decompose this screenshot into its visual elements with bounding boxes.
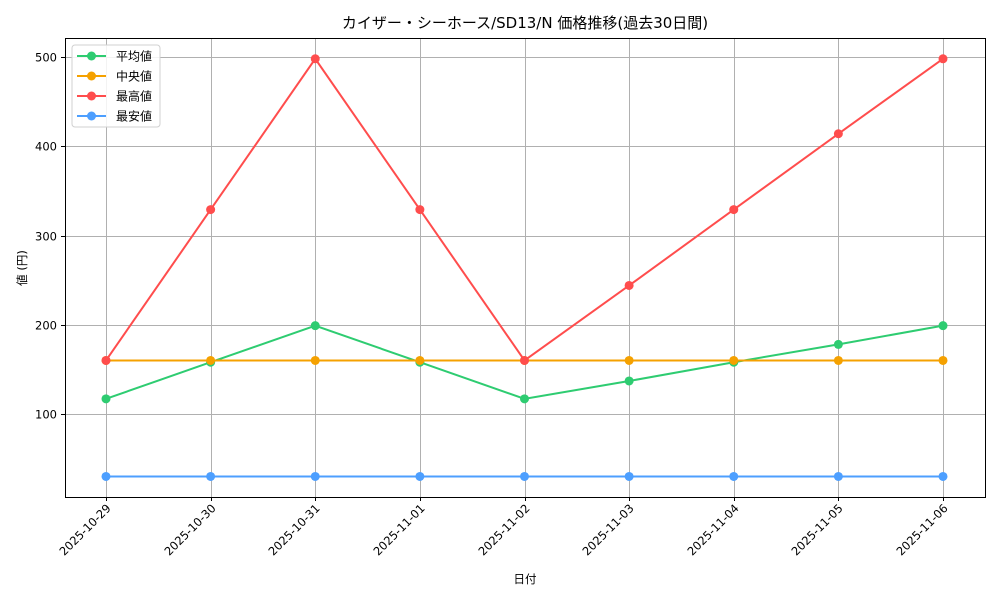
x-tick-label: 2025-11-03 bbox=[579, 501, 636, 558]
data-point-marker bbox=[206, 355, 216, 365]
data-point-marker bbox=[206, 205, 216, 215]
data-point-marker bbox=[833, 471, 843, 481]
data-point-marker bbox=[938, 471, 948, 481]
data-point-marker bbox=[624, 471, 634, 481]
legend-marker-icon bbox=[87, 111, 96, 121]
grid-lines bbox=[65, 38, 985, 497]
x-axis-label: 日付 bbox=[514, 572, 537, 586]
series-line bbox=[101, 471, 948, 481]
x-tick-label: 2025-10-30 bbox=[161, 501, 218, 558]
legend-label: 最安値 bbox=[116, 109, 152, 124]
legend-label: 平均値 bbox=[116, 49, 152, 64]
x-tick-label: 2025-11-01 bbox=[370, 501, 427, 558]
y-tick-label: 300 bbox=[35, 230, 57, 244]
data-point-marker bbox=[624, 376, 634, 386]
legend-label: 最高値 bbox=[116, 89, 152, 104]
data-series bbox=[101, 54, 948, 481]
data-point-marker bbox=[101, 355, 111, 365]
legend-marker-icon bbox=[87, 51, 96, 61]
data-point-marker bbox=[833, 355, 843, 365]
x-tick-label: 2025-11-05 bbox=[788, 501, 845, 558]
legend-item: 中央値 bbox=[77, 69, 152, 84]
data-point-marker bbox=[938, 355, 948, 365]
x-tick-label: 2025-10-29 bbox=[56, 501, 113, 558]
data-point-marker bbox=[310, 321, 320, 331]
x-tick-label: 2025-11-06 bbox=[893, 501, 950, 558]
data-point-marker bbox=[833, 129, 843, 139]
y-axis-label: 値 (円) bbox=[15, 250, 29, 286]
data-point-marker bbox=[101, 471, 111, 481]
data-point-marker bbox=[729, 471, 739, 481]
data-point-marker bbox=[729, 205, 739, 215]
legend-marker-icon bbox=[87, 71, 96, 81]
data-point-marker bbox=[624, 355, 634, 365]
data-point-marker bbox=[520, 394, 529, 404]
y-tick-label: 100 bbox=[35, 408, 57, 422]
legend-item: 最安値 bbox=[77, 109, 152, 124]
legend-marker-icon bbox=[87, 91, 96, 101]
data-point-marker bbox=[938, 321, 948, 331]
y-tick-label: 500 bbox=[35, 51, 57, 65]
data-point-marker bbox=[833, 339, 843, 349]
data-point-marker bbox=[415, 471, 425, 481]
data-point-marker bbox=[206, 471, 216, 481]
data-point-marker bbox=[415, 355, 425, 365]
chart-title: カイザー・シーホース/SD13/N 価格推移(過去30日間) bbox=[342, 14, 708, 32]
data-point-marker bbox=[101, 394, 111, 404]
data-point-marker bbox=[938, 54, 948, 64]
legend-item: 最高値 bbox=[77, 89, 152, 104]
legend-label: 中央値 bbox=[116, 69, 152, 84]
data-point-marker bbox=[624, 280, 634, 290]
y-axis-ticks: 100 200 300 400 500 bbox=[35, 51, 65, 422]
data-point-marker bbox=[729, 355, 739, 365]
data-point-marker bbox=[415, 205, 425, 215]
x-tick-label: 2025-11-04 bbox=[684, 501, 741, 558]
data-point-marker bbox=[310, 54, 320, 64]
y-tick-label: 200 bbox=[35, 319, 57, 333]
data-point-marker bbox=[310, 355, 320, 365]
y-tick-label: 400 bbox=[35, 140, 57, 154]
legend-box bbox=[71, 44, 161, 128]
data-point-marker bbox=[310, 471, 320, 481]
x-tick-label: 2025-11-02 bbox=[475, 501, 532, 558]
data-point-marker bbox=[520, 355, 529, 365]
x-tick-label: 2025-10-31 bbox=[265, 501, 322, 558]
series-line bbox=[101, 54, 948, 365]
x-axis-ticks: 2025-10-29 2025-10-30 2025-10-31 2025-11-01… bbox=[56, 497, 951, 558]
legend-item: 平均値 bbox=[77, 49, 152, 64]
data-point-marker bbox=[520, 471, 529, 481]
